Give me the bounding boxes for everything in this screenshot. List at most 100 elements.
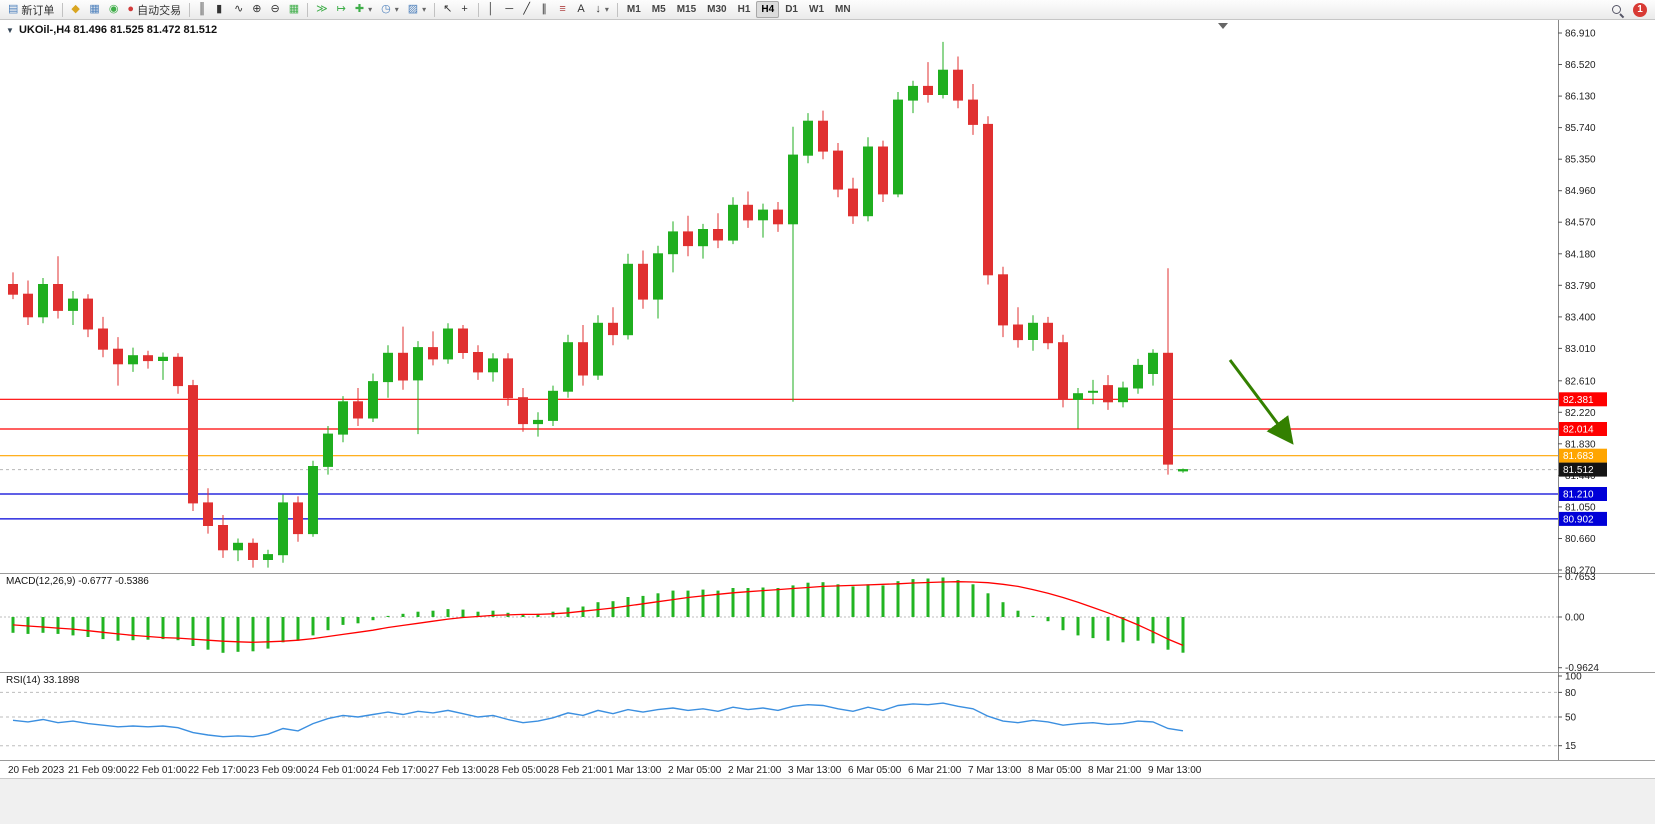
candlestick-chart-button[interactable]: ▮ [212,1,229,18]
search-button[interactable] [1606,1,1628,18]
main-chart-canvas[interactable]: 86.910 86.520 86.130 85.740 85.350 84.960 84.5… [0,20,1655,573]
svg-text:81.050: 81.050 [1565,502,1596,513]
horizontal-line-button[interactable]: ─ [501,1,518,18]
rsi-pane-canvas[interactable]: 100 80 50 15 [0,672,1655,760]
timeframe-m15[interactable]: M15 [676,4,697,15]
svg-text:81.683: 81.683 [1563,451,1594,462]
svg-text:84.570: 84.570 [1565,218,1596,229]
new-order-button-label: 新订单 [21,4,55,17]
timeframe-m5[interactable]: M5 [651,4,666,15]
trendline-button[interactable]: ╱ [519,1,536,18]
time-label: 8 Mar 05:00 [1028,765,1082,776]
timeframe-d1[interactable]: D1 [785,4,798,15]
crosshair-icon: + [461,3,468,15]
time-label: 9 Mar 13:00 [1148,765,1202,776]
time-label: 22 Feb 01:00 [128,765,187,776]
time-label: 7 Mar 13:00 [968,765,1022,776]
svg-text:86.130: 86.130 [1565,92,1596,103]
market-watch-icon: ▦ [89,3,100,15]
macd-pane-canvas[interactable]: 0.7653 0.00 -0.9624 [0,573,1655,672]
timeframe-h1[interactable]: H1 [737,4,751,15]
auto-scroll-button[interactable]: ≫ [312,1,332,18]
data-window-icon: ◉ [108,3,119,15]
rsi-value: 33.1898 [43,675,80,686]
auto-trading-button[interactable]: ● 自动交易 [123,1,185,18]
toolbar-separator [478,2,480,17]
svg-text:82.610: 82.610 [1565,376,1596,387]
bottom-strip [0,778,1655,824]
time-label: 20 Feb 2023 [8,765,65,776]
line-chart-button[interactable]: ∿ [230,1,247,18]
rsi-name: RSI(14) [6,675,41,686]
crosshair-button[interactable]: + [457,1,474,18]
new-order-icon: ▤ [8,3,19,15]
svg-text:83.400: 83.400 [1565,312,1596,323]
svg-text:80: 80 [1565,688,1577,699]
templates-button[interactable]: ▨ ▾ [404,1,430,18]
time-label: 24 Feb 17:00 [368,765,427,776]
metaeditor-button[interactable]: ◆ [67,1,84,18]
channel-icon: ∥ [541,3,547,15]
toolbar: ▤ 新订单 ◆ ▦ ◉ ● 自动交易 ║ ▮ ∿ ⊕ ⊖ ▦ ≫ ↦ ✚ ▾ ◷ ▾ ▨ ▾ ↖ + │ ─ ╱ ∥ ≡ A ↓ ▾ M1 M5… [0,0,1655,20]
cursor-button[interactable]: ↖ [439,1,456,18]
chart-shift-button[interactable]: ↦ [333,1,350,18]
rsi-label: RSI(14) 33.1898 [6,675,79,686]
data-window-button[interactable]: ◉ [105,1,123,18]
auto-scroll-icon: ≫ [316,3,328,15]
notification-badge[interactable]: 1 [1633,2,1647,17]
periods-button[interactable]: ◷ ▾ [377,1,403,18]
time-label: 8 Mar 21:00 [1088,765,1142,776]
line-chart-icon: ∿ [234,3,244,15]
time-label: 28 Feb 05:00 [488,765,547,776]
time-axis[interactable]: 20 Feb 2023 21 Feb 09:00 22 Feb 01:00 22 Fe… [0,760,1655,778]
indicators-button[interactable]: ✚ ▾ [351,1,376,18]
timeframe-h4[interactable]: H4 [756,1,780,18]
svg-text:81.830: 81.830 [1565,439,1596,450]
svg-text:85.350: 85.350 [1565,155,1596,166]
timeframe-m30[interactable]: M30 [707,4,727,15]
time-label: 3 Mar 13:00 [788,765,842,776]
svg-text:82.220: 82.220 [1565,408,1596,419]
text-button[interactable]: A [573,1,590,18]
vertical-line-button[interactable]: │ [483,1,500,18]
toolbar-separator [307,2,309,17]
time-label: 2 Mar 21:00 [728,765,782,776]
svg-text:83.790: 83.790 [1565,281,1596,292]
svg-text:81.210: 81.210 [1563,490,1594,501]
svg-text:81.512: 81.512 [1563,465,1594,476]
chevron-down-icon: ▾ [368,5,373,14]
arrows-button[interactable]: ↓ ▾ [591,1,613,18]
svg-text:85.740: 85.740 [1565,123,1596,134]
time-label: 2 Mar 05:00 [668,765,722,776]
market-watch-button[interactable]: ▦ [85,1,103,18]
tile-windows-icon: ▦ [288,3,300,15]
svg-text:82.014: 82.014 [1563,425,1594,436]
vertical-line-icon: │ [487,3,495,15]
collapse-arrow-icon[interactable]: ▼ [6,26,14,35]
metaeditor-icon: ◆ [71,3,80,15]
timeframe-w1[interactable]: W1 [809,4,824,15]
arrows-icon: ↓ [595,3,601,15]
time-label: 28 Feb 21:00 [548,765,607,776]
tile-windows-button[interactable]: ▦ [285,1,303,18]
channel-button[interactable]: ∥ [537,1,554,18]
svg-text:0.7653: 0.7653 [1565,573,1596,583]
timeframe-m1[interactable]: M1 [626,4,641,15]
zoom-out-icon: ⊖ [270,3,280,15]
svg-text:-0.9624: -0.9624 [1565,663,1599,672]
fibonacci-button[interactable]: ≡ [555,1,572,18]
chevron-down-icon: ▾ [422,5,427,14]
new-order-button[interactable]: ▤ 新订单 [4,1,58,18]
candlestick-chart-icon: ▮ [216,3,223,15]
macd-label: MACD(12,26,9) -0.6777 -0.5386 [6,576,149,587]
templates-icon: ▨ [407,3,419,15]
search-icon [1610,3,1624,17]
bar-chart-button[interactable]: ║ [194,1,211,18]
zoom-in-button[interactable]: ⊕ [248,1,265,18]
zoom-out-button[interactable]: ⊖ [267,1,284,18]
toolbar-separator [434,2,436,17]
svg-text:15: 15 [1565,741,1577,752]
time-label: 24 Feb 01:00 [308,765,367,776]
time-label: 1 Mar 13:00 [608,765,662,776]
timeframe-mn[interactable]: MN [835,4,851,15]
